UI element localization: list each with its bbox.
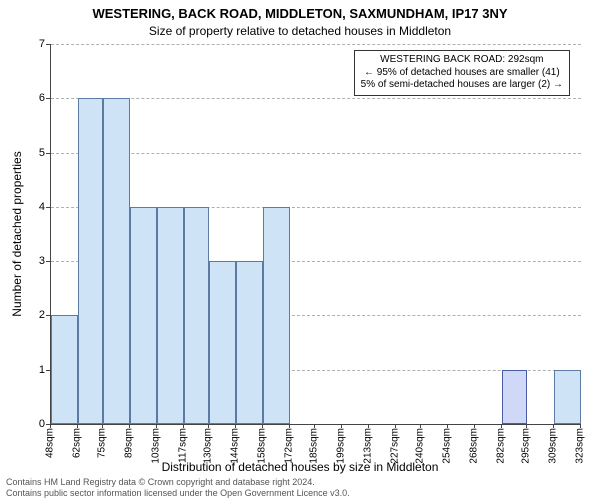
x-tick-label: 89sqm xyxy=(124,428,135,458)
x-tick-label: 144sqm xyxy=(230,428,241,464)
x-tick-label: 240sqm xyxy=(415,428,426,464)
y-tick-label: 0 xyxy=(25,418,45,430)
x-axis-label: Distribution of detached houses by size … xyxy=(0,460,600,474)
y-tick-mark xyxy=(46,315,50,316)
x-tick-label: 199sqm xyxy=(336,428,347,464)
y-tick-mark xyxy=(46,207,50,208)
x-tick-label: 75sqm xyxy=(97,428,108,458)
chart-container: WESTERING, BACK ROAD, MIDDLETON, SAXMUND… xyxy=(0,0,600,500)
footer-line-2: Contains public sector information licen… xyxy=(6,488,350,498)
y-tick-label: 1 xyxy=(25,364,45,376)
y-tick-mark xyxy=(46,370,50,371)
y-tick-mark xyxy=(46,44,50,45)
y-tick-label: 2 xyxy=(25,309,45,321)
annotation-line-1: WESTERING BACK ROAD: 292sqm xyxy=(361,54,563,67)
histogram-bar xyxy=(103,98,130,424)
y-tick-label: 5 xyxy=(25,147,45,159)
x-tick-label: 48sqm xyxy=(45,428,56,458)
histogram-bar xyxy=(554,370,581,424)
x-tick-label: 117sqm xyxy=(177,428,188,463)
gridline xyxy=(51,153,581,154)
x-tick-label: 295sqm xyxy=(521,428,532,464)
x-tick-label: 268sqm xyxy=(469,428,480,464)
annotation-line-3: 5% of semi-detached houses are larger (2… xyxy=(361,79,563,92)
plot-area xyxy=(50,44,581,425)
y-tick-mark xyxy=(46,261,50,262)
x-tick-label: 172sqm xyxy=(283,428,294,464)
y-axis-label: Number of detached properties xyxy=(10,151,24,316)
footer-line-1: Contains HM Land Registry data © Crown c… xyxy=(6,477,350,487)
histogram-bar xyxy=(209,261,236,424)
annotation-line-2: ← 95% of detached houses are smaller (41… xyxy=(361,67,563,80)
x-tick-label: 130sqm xyxy=(203,428,214,464)
histogram-bar xyxy=(184,207,209,424)
x-tick-label: 254sqm xyxy=(442,428,453,464)
y-tick-label: 4 xyxy=(25,201,45,213)
gridline xyxy=(51,44,581,45)
y-tick-label: 3 xyxy=(25,255,45,267)
y-tick-mark xyxy=(46,153,50,154)
y-tick-label: 7 xyxy=(25,38,45,50)
x-tick-label: 103sqm xyxy=(151,428,162,464)
histogram-bar-highlight xyxy=(502,370,527,424)
x-tick-label: 158sqm xyxy=(257,428,268,464)
annotation-box: WESTERING BACK ROAD: 292sqm ← 95% of det… xyxy=(354,50,570,96)
gridline xyxy=(51,98,581,99)
histogram-bar xyxy=(157,207,184,424)
chart-title-main: WESTERING, BACK ROAD, MIDDLETON, SAXMUND… xyxy=(0,6,600,21)
y-tick-mark xyxy=(46,98,50,99)
chart-title-sub: Size of property relative to detached ho… xyxy=(0,24,600,38)
histogram-bar xyxy=(130,207,157,424)
y-tick-label: 6 xyxy=(25,92,45,104)
x-tick-label: 213sqm xyxy=(363,428,374,464)
x-tick-label: 227sqm xyxy=(389,428,400,464)
x-tick-label: 62sqm xyxy=(71,428,82,458)
x-tick-label: 185sqm xyxy=(309,428,320,464)
x-tick-label: 323sqm xyxy=(575,428,586,464)
histogram-bar xyxy=(263,207,290,424)
histogram-bar xyxy=(78,98,103,424)
footer-attribution: Contains HM Land Registry data © Crown c… xyxy=(6,477,350,498)
x-tick-label: 282sqm xyxy=(495,428,506,464)
histogram-bar xyxy=(51,315,78,424)
histogram-bar xyxy=(236,261,263,424)
x-tick-label: 309sqm xyxy=(548,428,559,464)
